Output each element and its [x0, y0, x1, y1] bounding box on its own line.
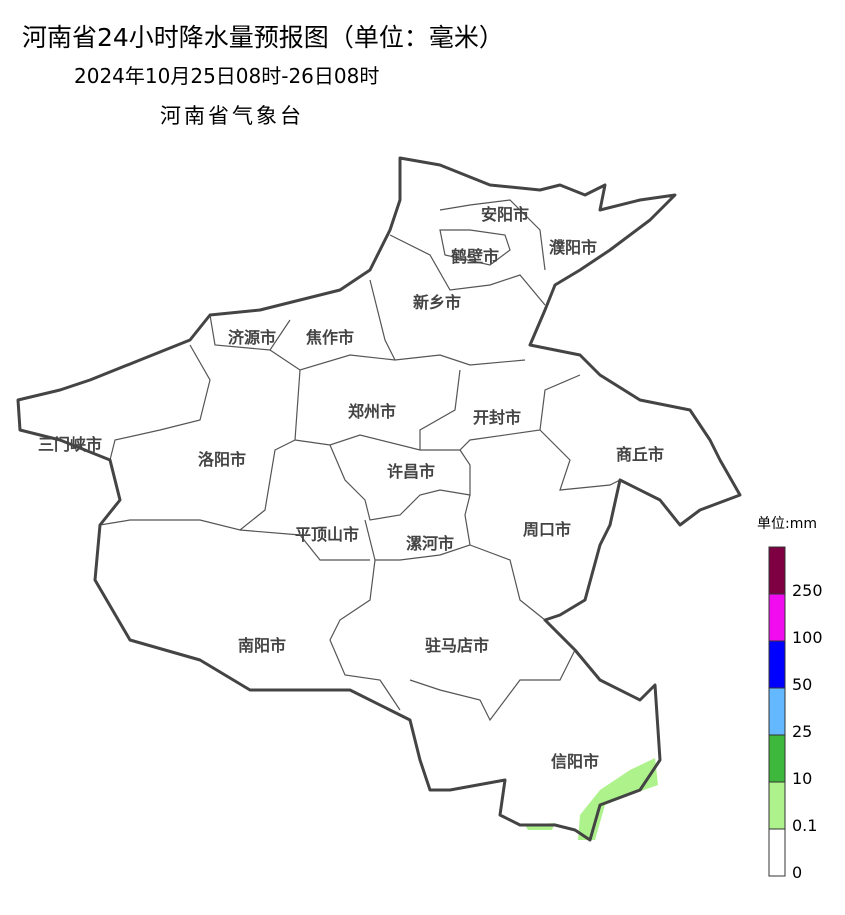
city-label: 驻马店市: [425, 636, 489, 655]
city-label: 安阳市: [481, 205, 529, 224]
legend-label: 25: [792, 722, 812, 741]
legend-label: 10: [792, 769, 812, 788]
legend-title: 单位:mm: [757, 516, 817, 532]
county-boundaries: [99, 199, 621, 722]
map-subtitle: 2024年10月25日08时-26日08时: [74, 64, 380, 88]
city-label: 信阳市: [551, 752, 599, 771]
province-outline: [16, 156, 742, 842]
city-label: 郑州市: [348, 402, 396, 421]
legend-label: 100: [792, 628, 823, 647]
city-label: 濮阳市: [549, 238, 597, 257]
legend: 单位:mm 0 0.1 10 25 50 100 250: [757, 516, 823, 882]
issuer: 河南省气象台: [160, 104, 304, 128]
city-label: 新乡市: [413, 293, 461, 312]
city-label: 三门峡市: [38, 435, 102, 454]
city-label: 开封市: [473, 408, 521, 427]
legend-label: 0.1: [792, 816, 817, 835]
city-label: 南阳市: [238, 636, 286, 655]
city-label: 济源市: [228, 328, 276, 347]
map-title: 河南省24小时降水量预报图（单位：毫米）: [22, 23, 504, 52]
legend-swatch: [768, 828, 786, 877]
city-label: 漯河市: [406, 534, 454, 553]
city-label: 焦作市: [305, 328, 354, 347]
legend-label: 250: [792, 581, 823, 600]
city-label: 周口市: [523, 520, 571, 539]
legend-swatch: [768, 687, 786, 736]
legend-swatch: [768, 546, 786, 595]
city-label: 洛阳市: [198, 450, 246, 469]
legend-swatch: [768, 781, 786, 830]
legend-swatch: [768, 640, 786, 689]
legend-label: 0: [792, 863, 802, 882]
city-label: 许昌市: [387, 462, 435, 481]
legend-label: 50: [792, 675, 812, 694]
legend-swatch: [768, 593, 786, 642]
city-label: 商丘市: [616, 445, 664, 464]
city-label: 平顶山市: [295, 525, 359, 544]
city-label: 鹤壁市: [451, 247, 499, 266]
legend-swatch: [768, 734, 786, 783]
city-labels: 安阳市 鹤壁市 濮阳市 新乡市 济源市 焦作市 郑州市 开封市 三门峡市 洛阳市…: [38, 205, 664, 771]
